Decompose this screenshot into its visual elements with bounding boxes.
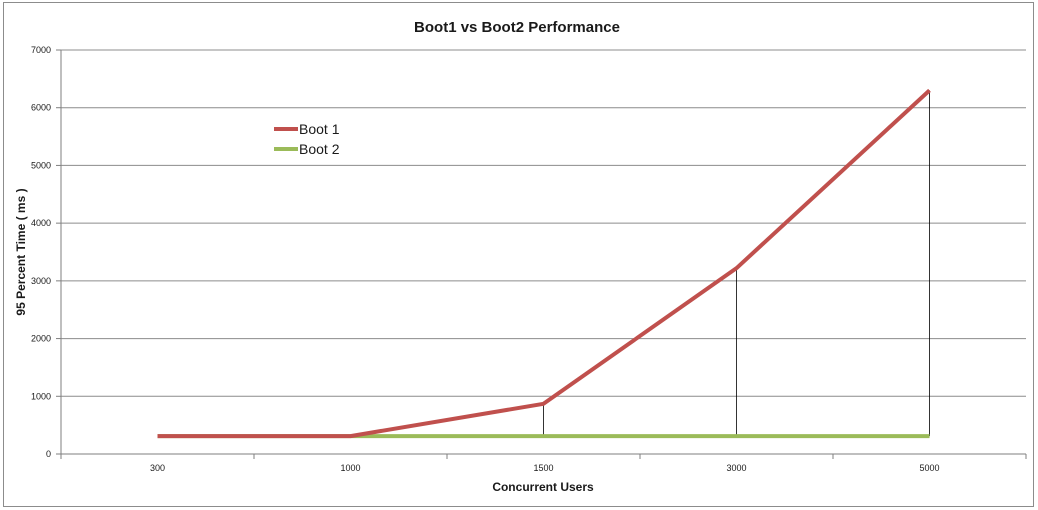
x-tick-label: 300 bbox=[150, 463, 165, 473]
y-tick-label: 6000 bbox=[31, 103, 51, 113]
x-axis-ticks: 300 1000 1500 3000 5000 bbox=[60, 454, 1027, 473]
y-axis-title: 95 Percent Time ( ms ) bbox=[14, 188, 28, 315]
drop-lines bbox=[543, 90, 930, 437]
y-tick-label: 0 bbox=[46, 449, 51, 459]
x-tick-label: 5000 bbox=[919, 463, 939, 473]
legend: Boot 1 Boot 2 bbox=[274, 121, 340, 157]
x-tick-label: 1000 bbox=[340, 463, 360, 473]
y-axis-ticks: 0 1000 2000 3000 4000 5000 6000 7000 bbox=[31, 45, 61, 459]
legend-label-1: Boot 1 bbox=[299, 121, 340, 137]
chart-frame bbox=[3, 2, 1034, 507]
y-tick-label: 5000 bbox=[31, 160, 51, 170]
series-lines bbox=[157, 88, 931, 439]
grid-lines bbox=[61, 49, 1026, 397]
chart-title: Boot1 vs Boot2 Performance bbox=[414, 19, 620, 36]
x-tick-label: 1500 bbox=[533, 463, 553, 473]
legend-label-2: Boot 2 bbox=[299, 141, 340, 157]
y-tick-label: 3000 bbox=[31, 276, 51, 286]
y-tick-label: 2000 bbox=[31, 334, 51, 344]
x-axis-title: Concurrent Users bbox=[492, 480, 594, 494]
x-tick-label: 3000 bbox=[726, 463, 746, 473]
y-tick-label: 4000 bbox=[31, 218, 51, 228]
series-line-1 bbox=[157, 88, 931, 439]
y-tick-label: 1000 bbox=[31, 391, 51, 401]
y-tick-label: 7000 bbox=[31, 45, 51, 55]
